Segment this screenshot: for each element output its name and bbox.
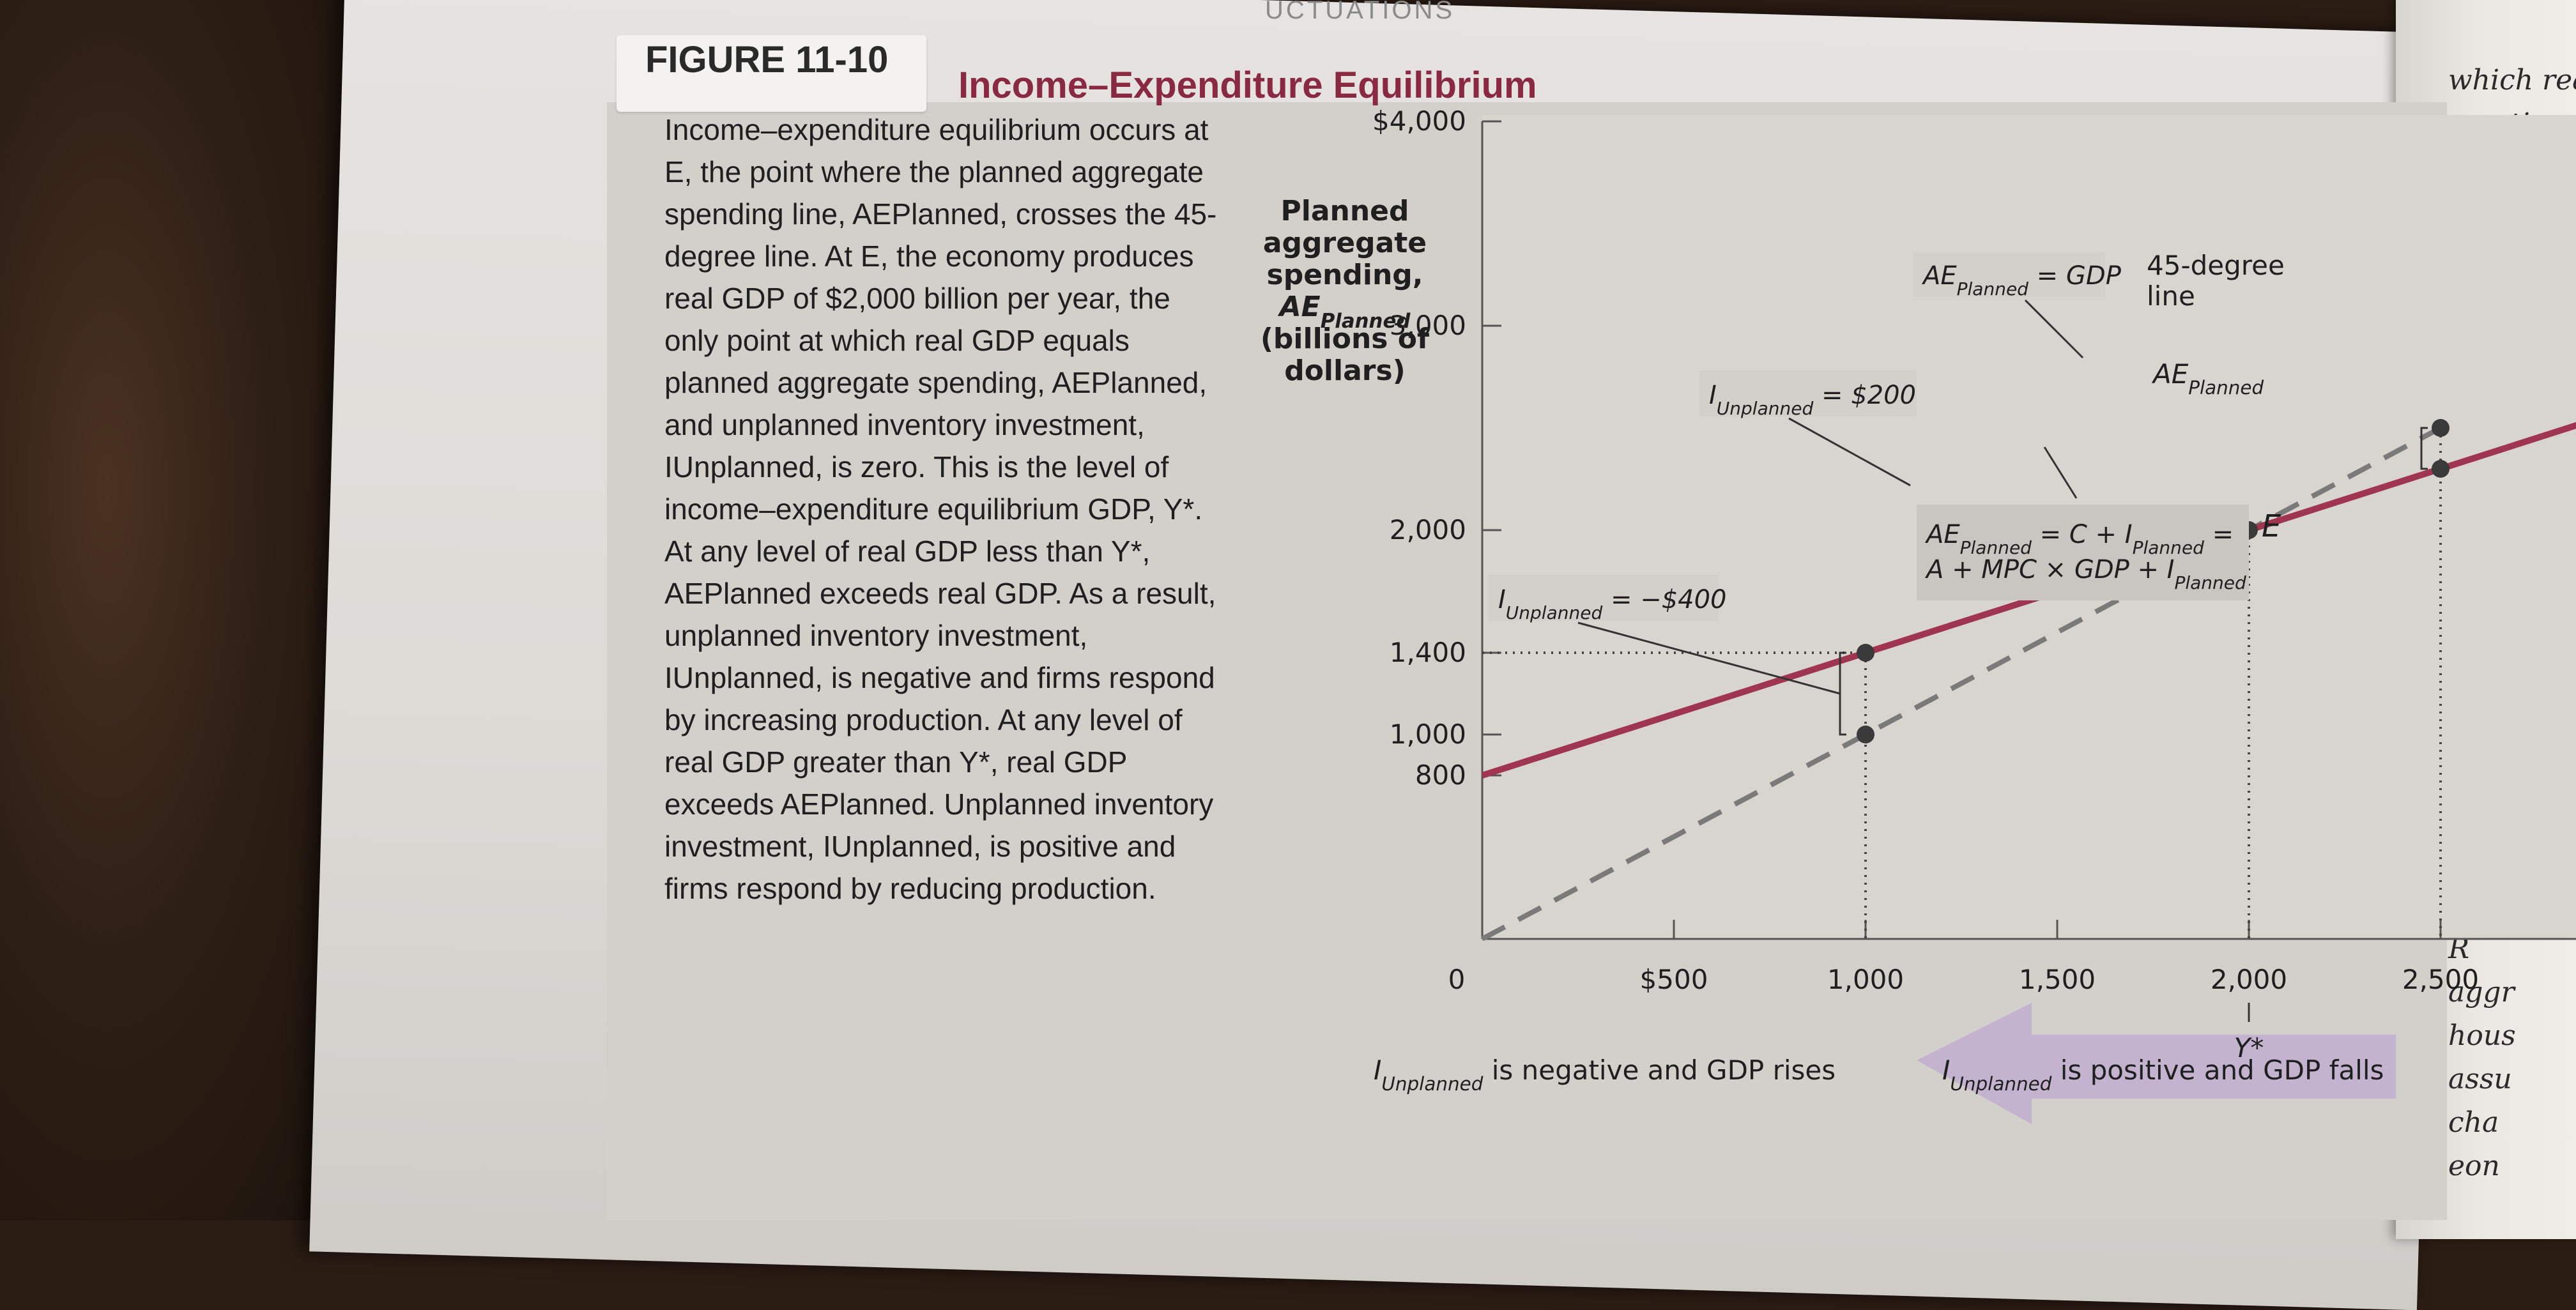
y-axis-title-line: aggregate [1263, 227, 1427, 259]
equation-box [1917, 505, 2249, 600]
guide-lines [1482, 428, 2442, 939]
figure-title: Income–Expenditure Equilibrium [958, 65, 1537, 106]
forty-five-degree-line [1481, 425, 2442, 941]
y-axis-title-line: AEPlanned [1278, 291, 1411, 333]
y-axis-title-line: Planned [1280, 195, 1409, 227]
figure-caption: Income–expenditure equilibrium occurs at… [664, 109, 1220, 910]
y-tick-label: 800 [1415, 759, 1466, 791]
arrow-gdp-rises-label: IUnplanned is negative and GDP rises [1374, 1055, 1836, 1095]
label-box [1913, 252, 2105, 297]
facing-page-line: cha [2448, 1106, 2499, 1139]
callout-line [1788, 417, 1911, 487]
facing-page-line: eon [2448, 1150, 2500, 1182]
x-tick-label: 1,500 [2019, 964, 2096, 995]
y-tick-label: 1,400 [1390, 637, 1466, 668]
y-tick-label: 2,000 [1390, 514, 1466, 545]
iunplanned-positive-label: IUnplanned = $200 [1709, 381, 1916, 419]
y-tick-label: 1,000 [1390, 719, 1466, 750]
y-tick-label: 3,000 [1390, 310, 1466, 341]
x-tick-label: 2,500 [2402, 964, 2479, 995]
callout-line [2043, 446, 2078, 499]
facing-page-line: aggr [2448, 976, 2515, 1009]
ystar-label: Y* [2234, 1032, 2264, 1063]
desk-background [0, 0, 358, 1221]
facing-page-line: which rea [2448, 64, 2576, 96]
facing-page-line: hous [2448, 1019, 2516, 1052]
running-head: UCTUATIONS [1265, 0, 1455, 24]
chart: IUnplanned is negative and GDP rises IUnp… [1261, 105, 2576, 1124]
iunplanned-negative-label: IUnplanned = −$400 [1498, 585, 1727, 623]
facing-page-line: assu [2448, 1063, 2512, 1095]
forty-five-label-2: line [2147, 280, 2195, 312]
data-point [1857, 726, 1874, 743]
x-tick-label: 1,000 [1827, 964, 1904, 995]
callout-line [1577, 621, 1841, 695]
equation-line-1: AEPlanned = C + IPlanned = [1924, 520, 2234, 558]
y-axis-title-line: (billions of [1261, 323, 1430, 355]
label-box [1699, 370, 1917, 416]
direction-arrows: IUnplanned is negative and GDP rises IUnp… [1374, 1003, 2396, 1124]
forty-five-label-1: 45-degree [2147, 250, 2285, 281]
ae-equals-gdp-label: AEPlanned = GDP [1921, 261, 2122, 300]
e-label: E [2262, 508, 2281, 544]
data-point [1857, 644, 1874, 662]
figure-number: FIGURE 11-10 [645, 39, 889, 80]
ae-planned-label: AEPlanned [2151, 358, 2264, 399]
callout-line [2024, 299, 2084, 359]
data-point [2432, 460, 2450, 478]
y-axis-title-line: spending, [1267, 259, 1423, 291]
equation-line-2: A + MPC × GDP + IPlanned [1924, 555, 2246, 593]
arrow-gdp-falls [1917, 1003, 2396, 1124]
arrow-gdp-falls-label: IUnplanned is positive and GDP falls [1942, 1055, 2384, 1095]
x-tick-label: $500 [1640, 964, 1708, 995]
caption-text: Income–expenditure equilibrium occurs at… [664, 113, 1217, 905]
data-point [2432, 419, 2450, 437]
bracket-positive [2420, 427, 2428, 470]
origin-label: 0 [1448, 964, 1466, 995]
figure-number-tab [617, 35, 926, 112]
label-box [1489, 575, 1719, 621]
x-tick-label: 2,000 [2211, 964, 2287, 995]
y-axis-title-line: dollars) [1284, 354, 1406, 387]
y-tick-label: $4,000 [1372, 105, 1466, 137]
